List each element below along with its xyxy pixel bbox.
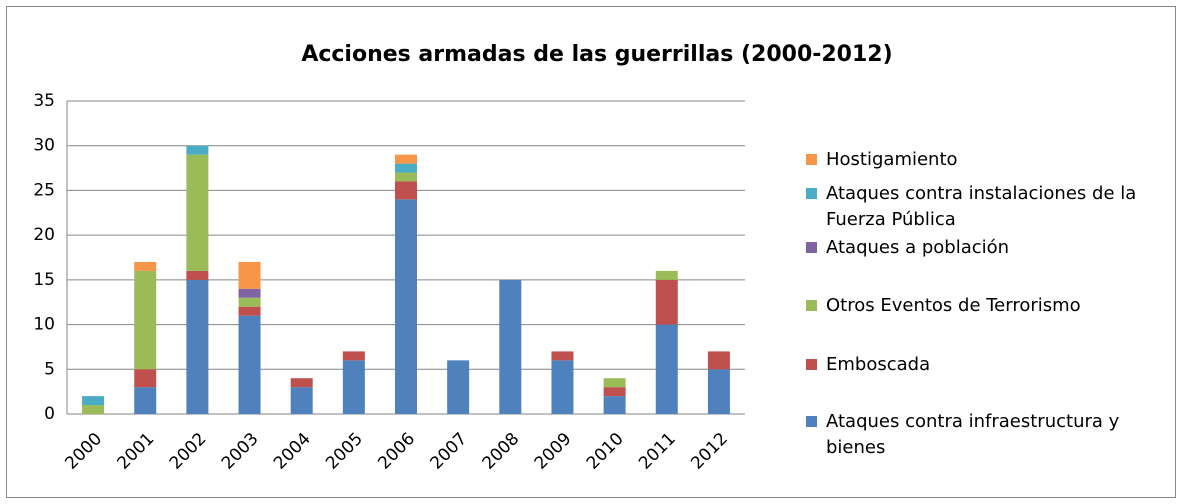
bar-segment [395, 172, 417, 182]
y-tick-label: 0 [44, 404, 55, 424]
bar-segment [395, 199, 417, 414]
bar-segment [395, 154, 417, 164]
legend-item: Emboscada [806, 352, 1174, 378]
bar-segment [186, 145, 209, 155]
bar-segment [395, 181, 417, 200]
bar-segment [342, 360, 365, 414]
legend-label: Otros Eventos de Terrorismo [826, 295, 1081, 316]
legend-item: Ataques contra infraestructura y bienes [806, 409, 1174, 461]
legend-label: Emboscada [826, 354, 931, 375]
bar-segment [290, 387, 313, 414]
bar-segment [186, 270, 209, 280]
bar-segment [447, 360, 470, 414]
legend-item: Hostigamiento [806, 147, 1174, 173]
y-tick-label: 5 [44, 359, 55, 379]
bar-segment [238, 306, 261, 316]
legend: Hostigamiento Ataques contra instalacione… [806, 0, 1176, 504]
bar-segment [655, 270, 678, 280]
legend-label: Ataques contra infraestructura y bienes [826, 411, 1120, 458]
bar-segment [134, 387, 157, 414]
bar-segment [238, 288, 261, 298]
bar-segment [134, 261, 157, 271]
bar-segment [551, 351, 574, 361]
bar-segment [238, 297, 261, 307]
bar-segment [499, 279, 522, 414]
legend-label: Ataques contra instalaciones de la Fuerz… [826, 183, 1137, 230]
y-tick-label: 20 [33, 225, 55, 245]
legend-swatch [806, 242, 817, 253]
bar-segment [707, 351, 730, 370]
bar-segment [551, 360, 574, 414]
bar-segment [186, 154, 209, 271]
bar-segment [603, 396, 626, 414]
bar-segment [707, 369, 730, 414]
legend-swatch [806, 416, 817, 427]
y-tick-label: 35 [33, 91, 55, 111]
y-tick-label: 30 [33, 136, 55, 156]
bar-segment [342, 351, 365, 361]
legend-item: Otros Eventos de Terrorismo [806, 293, 1174, 319]
y-tick-label: 10 [33, 315, 55, 335]
legend-swatch [806, 359, 817, 370]
bar-segment [655, 324, 678, 414]
bar-segment [238, 315, 261, 414]
legend-label: Hostigamiento [826, 149, 958, 170]
bar-segment [603, 387, 626, 397]
bar-segment [134, 369, 157, 388]
y-tick-label: 25 [33, 180, 55, 200]
legend-label: Ataques a población [826, 237, 1010, 258]
bar-segment [186, 279, 209, 414]
legend-swatch [806, 300, 817, 311]
bar-segment [82, 405, 105, 414]
legend-item: Ataques contra instalaciones de la Fuerz… [806, 181, 1174, 233]
legend-item: Ataques a población [806, 235, 1174, 261]
bar-segment [82, 396, 105, 406]
bar-segment [134, 270, 157, 370]
bar-segment [603, 378, 626, 388]
bar-segment [655, 279, 678, 325]
legend-swatch [806, 188, 817, 199]
bar-segment [395, 163, 417, 173]
y-tick-label: 15 [33, 270, 55, 290]
bar-segment [238, 261, 261, 289]
legend-swatch [806, 154, 817, 165]
chart-title: Acciones armadas de las guerrillas (2000… [301, 42, 892, 67]
bar-segment [290, 378, 313, 388]
